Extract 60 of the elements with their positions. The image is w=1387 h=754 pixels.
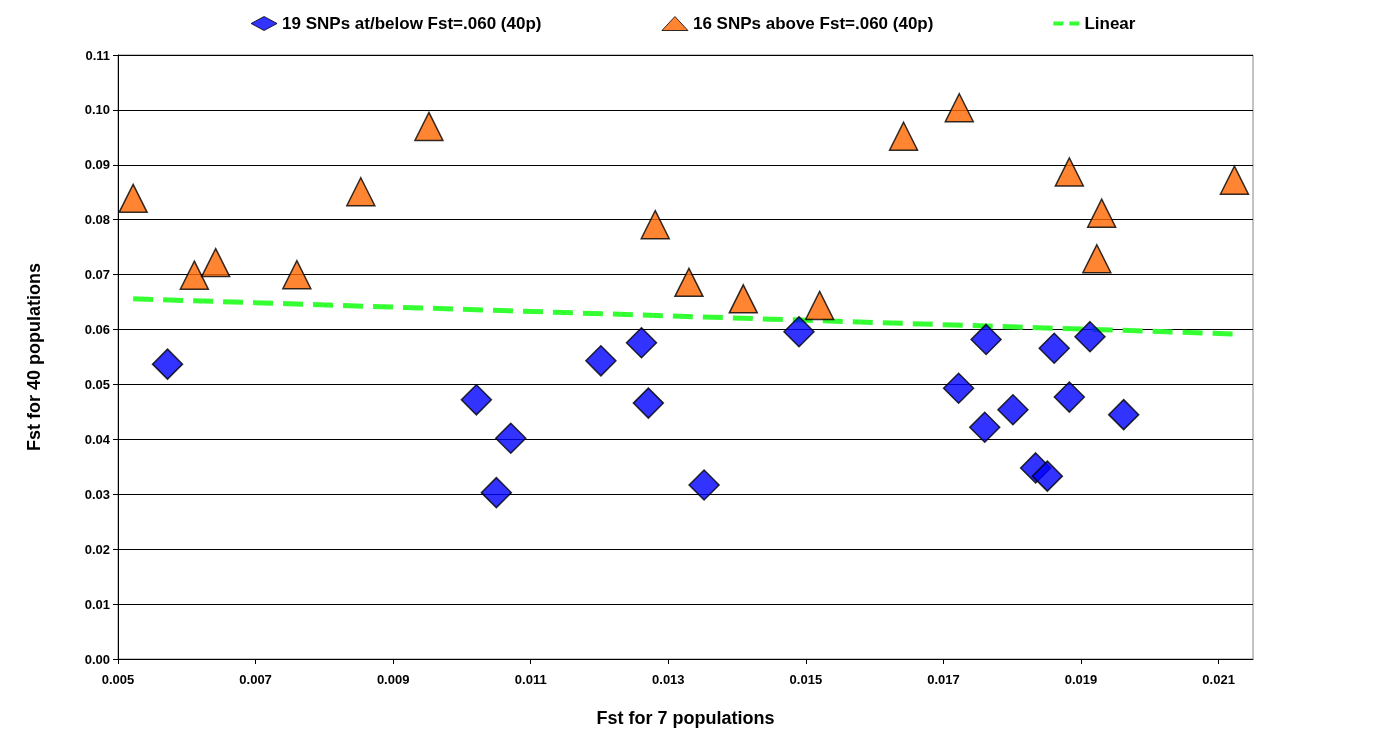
y-tick-label: 0.02 — [84, 541, 110, 557]
point — [888, 121, 919, 152]
y-tick-label: 0.01 — [84, 596, 110, 612]
point — [414, 111, 444, 142]
point — [1054, 157, 1085, 187]
y-tick-label: 0.10 — [84, 102, 110, 118]
point — [632, 387, 665, 419]
x-tick-label: 0.013 — [652, 672, 685, 687]
y-tick-label: 0.00 — [84, 651, 110, 667]
point — [151, 348, 184, 380]
point — [179, 260, 210, 290]
point — [200, 247, 231, 278]
point — [1082, 243, 1112, 274]
point — [460, 384, 493, 416]
point — [968, 411, 1001, 444]
y-tick-label: 0.11 — [85, 47, 110, 63]
x-tick-label: 0.019 — [1064, 672, 1098, 687]
point — [688, 469, 720, 501]
point — [1031, 460, 1064, 492]
point — [118, 183, 148, 214]
point — [1107, 398, 1140, 431]
point — [997, 393, 1029, 426]
point — [480, 476, 513, 509]
point — [346, 176, 376, 207]
x-tick-label: 0.017 — [927, 672, 960, 687]
point — [1219, 165, 1250, 195]
point — [640, 209, 670, 240]
y-tick-label: 0.05 — [84, 376, 110, 392]
x-tick-label: 0.007 — [239, 672, 272, 687]
y-tick-label: 0.07 — [84, 267, 110, 283]
x-tick-label: 0.015 — [789, 672, 823, 687]
point — [1074, 320, 1106, 353]
point — [1038, 332, 1070, 364]
x-tick-label: 0.009 — [376, 672, 410, 687]
y-tick-label: 0.09 — [84, 157, 110, 173]
legend-label: 16 SNPs above Fst=.060 (40p) — [692, 14, 934, 33]
y-tick-label: 0.04 — [84, 431, 111, 447]
point — [585, 345, 617, 377]
point — [728, 284, 759, 314]
y-tick-label: 0.08 — [84, 212, 110, 228]
point — [970, 323, 1002, 356]
x-tick-label: 0.011 — [514, 672, 547, 687]
point — [282, 259, 312, 290]
point — [783, 315, 815, 348]
point — [674, 267, 704, 298]
legend-label: 19 SNPs at/below Fst=.060 (40p) — [282, 14, 542, 33]
y-tick-label: 0.06 — [84, 322, 110, 338]
point — [495, 422, 527, 455]
legend-label: Linear — [1084, 14, 1136, 33]
x-axis-title: Fst for 7 populations — [596, 708, 775, 728]
point — [1086, 198, 1117, 228]
y-axis-title: Fst for 40 populations — [24, 262, 44, 452]
point — [1053, 381, 1086, 413]
point — [942, 372, 975, 405]
y-tick-label: 0.03 — [84, 486, 110, 502]
point — [944, 92, 975, 123]
x-tick-label: 0.005 — [101, 672, 135, 687]
point — [625, 326, 658, 359]
x-tick-label: 0.021 — [1202, 672, 1235, 687]
point — [804, 290, 835, 321]
